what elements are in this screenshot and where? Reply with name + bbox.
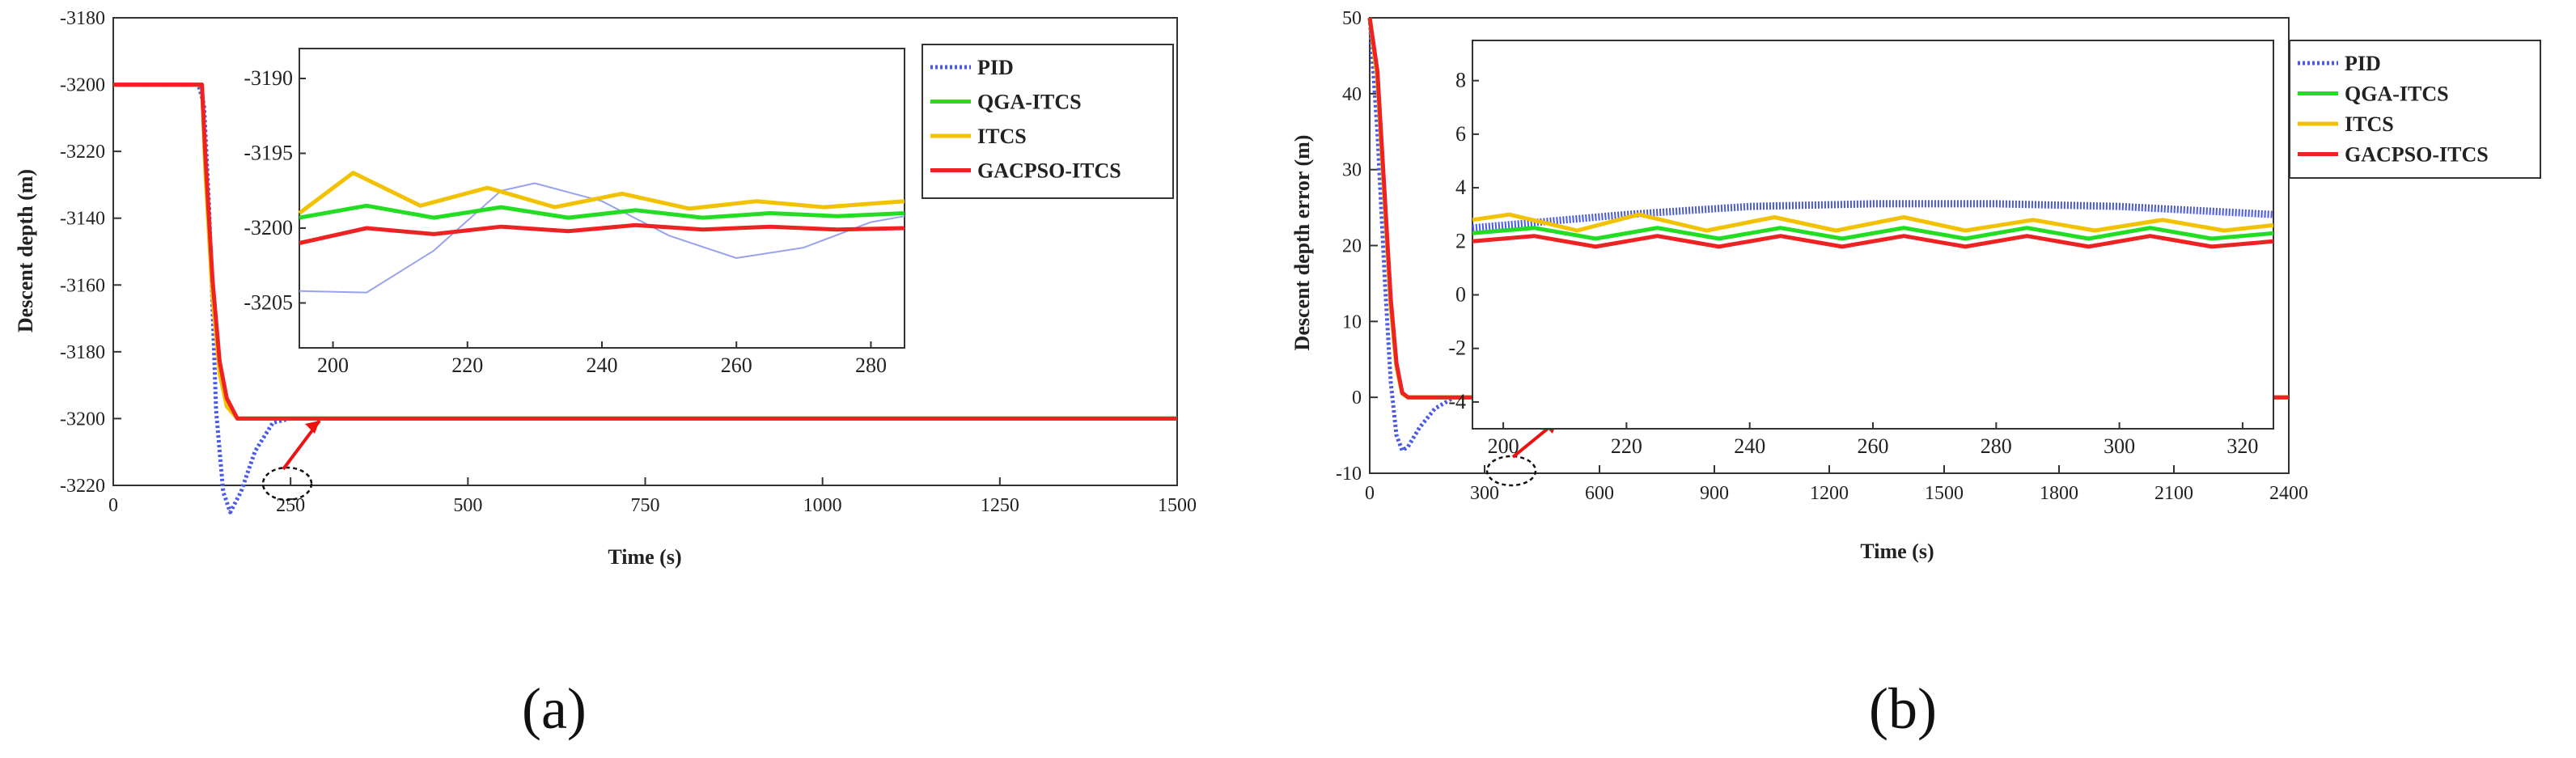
inset-y-tick-label-b-5: 6 — [1455, 122, 1466, 146]
y-tick-label-b-1: 0 — [1352, 387, 1362, 409]
x-tick-label-b-1: 300 — [1470, 483, 1499, 504]
zoom-arrowhead-a — [305, 421, 320, 434]
inset-x-tick-label-b-6: 320 — [2226, 434, 2258, 458]
y-tick-label-b-3: 20 — [1342, 236, 1362, 257]
series-a-GACPSO-ITCS — [113, 83, 1177, 421]
y-axis-label-b: Descent depth error (m) — [1290, 135, 1314, 351]
x-tick-label-a-5: 1250 — [981, 495, 1019, 516]
y-tick-label-a-3: -3140 — [60, 209, 105, 230]
x-tick-label-a-3: 750 — [631, 495, 660, 516]
inset-x-tick-label-b-2: 240 — [1734, 434, 1765, 458]
x-tick-label-b-7: 2100 — [2154, 483, 2193, 504]
inset-y-tick-label-b-1: -2 — [1448, 337, 1466, 360]
inset-series-a-QGA-ITCS — [299, 203, 905, 220]
zoom-region-b — [1485, 455, 1537, 487]
x-axis-label-a: Time (s) — [608, 545, 681, 569]
y-tick-label-a-5: -3180 — [60, 342, 105, 363]
inset-x-tick-label-b-4: 280 — [1981, 434, 2012, 458]
inset-y-tick-label-a-3: -3205 — [244, 291, 293, 315]
inset-x-tick-label-b-1: 220 — [1611, 434, 1642, 458]
legend-label-b-3: GACPSO-ITCS — [2345, 143, 2489, 167]
y-tick-label-a-1: -3200 — [60, 75, 105, 96]
inset-y-tick-label-b-6: 8 — [1455, 69, 1466, 92]
inset-y-tick-label-b-0: -4 — [1448, 390, 1466, 413]
legend-label-a-1: QGA-ITCS — [977, 91, 1082, 114]
caption-b: (b) — [1869, 676, 1937, 741]
y-tick-label-b-6: 50 — [1342, 8, 1362, 29]
inset-series-a-GACPSO-ITCS — [299, 222, 905, 245]
y-tick-label-b-4: 30 — [1342, 160, 1362, 181]
inset-y-tick-label-a-2: -3200 — [244, 216, 293, 239]
inset-series-b-GACPSO-ITCS — [1472, 234, 2274, 249]
x-axis-label-b: Time (s) — [1860, 540, 1934, 563]
x-tick-label-b-5: 1500 — [1925, 483, 1964, 504]
y-tick-label-a-6: -3200 — [60, 409, 105, 430]
inset-series-b-ITCS — [1472, 212, 2274, 233]
inset-series-a-ITCS — [298, 171, 905, 215]
inset-x-tick-label-a-0: 200 — [317, 354, 349, 377]
y-tick-label-a-2: -3220 — [60, 142, 105, 163]
legend-label-a-2: ITCS — [977, 125, 1027, 148]
inset-series-b-QGA-ITCS — [1472, 226, 2274, 241]
y-tick-label-a-7: -3220 — [60, 476, 105, 497]
x-tick-label-a-4: 1000 — [803, 495, 842, 516]
zoom-region-a — [261, 466, 313, 502]
y-tick-label-a-4: -3160 — [60, 275, 105, 296]
x-tick-label-b-4: 1200 — [1810, 483, 1849, 504]
x-tick-label-b-8: 2400 — [2269, 483, 2308, 504]
x-tick-label-b-2: 600 — [1585, 483, 1614, 504]
x-tick-label-a-6: 1500 — [1158, 495, 1197, 516]
legend-label-a-0: PID — [977, 56, 1014, 79]
legend-label-b-2: ITCS — [2345, 112, 2394, 136]
inset-x-tick-label-a-3: 260 — [721, 354, 752, 377]
inset-y-tick-label-b-2: 0 — [1455, 282, 1466, 306]
y-tick-label-b-2: 10 — [1342, 311, 1362, 332]
inset-y-tick-label-b-4: 4 — [1455, 176, 1466, 199]
legend-label-a-3: GACPSO-ITCS — [977, 159, 1121, 183]
legend-label-b-0: PID — [2345, 52, 2381, 75]
caption-a: (a) — [522, 676, 587, 741]
inset-x-tick-label-a-2: 240 — [587, 354, 618, 377]
y-tick-label-b-5: 40 — [1342, 84, 1362, 105]
y-axis-label-a: Descent depth (m) — [14, 169, 37, 332]
inset-x-tick-label-b-3: 260 — [1858, 434, 1889, 458]
y-tick-label-b-0: -10 — [1336, 464, 1362, 485]
x-tick-label-b-6: 1800 — [2040, 483, 2078, 504]
inset-x-tick-label-b-5: 300 — [2104, 434, 2135, 458]
x-tick-label-a-2: 500 — [453, 495, 482, 516]
inset-x-tick-label-b-0: 200 — [1488, 434, 1519, 458]
x-tick-label-b-3: 900 — [1700, 483, 1729, 504]
x-tick-label-b-0: 0 — [1365, 483, 1375, 504]
inset-x-tick-label-a-4: 280 — [855, 354, 887, 377]
x-tick-label-a-0: 0 — [108, 495, 118, 516]
inset-x-tick-label-a-1: 220 — [451, 354, 483, 377]
inset-y-tick-label-b-3: 2 — [1455, 229, 1466, 252]
y-tick-label-a-0: -3180 — [60, 8, 105, 29]
legend-box-a — [922, 44, 1174, 199]
inset-series-a-PID — [299, 182, 905, 294]
inset-y-tick-label-a-1: -3195 — [244, 142, 293, 165]
legend-label-b-1: QGA-ITCS — [2345, 83, 2449, 106]
series-b-GACPSO-ITCS — [1367, 17, 2289, 400]
inset-y-tick-label-a-0: -3190 — [244, 66, 293, 90]
